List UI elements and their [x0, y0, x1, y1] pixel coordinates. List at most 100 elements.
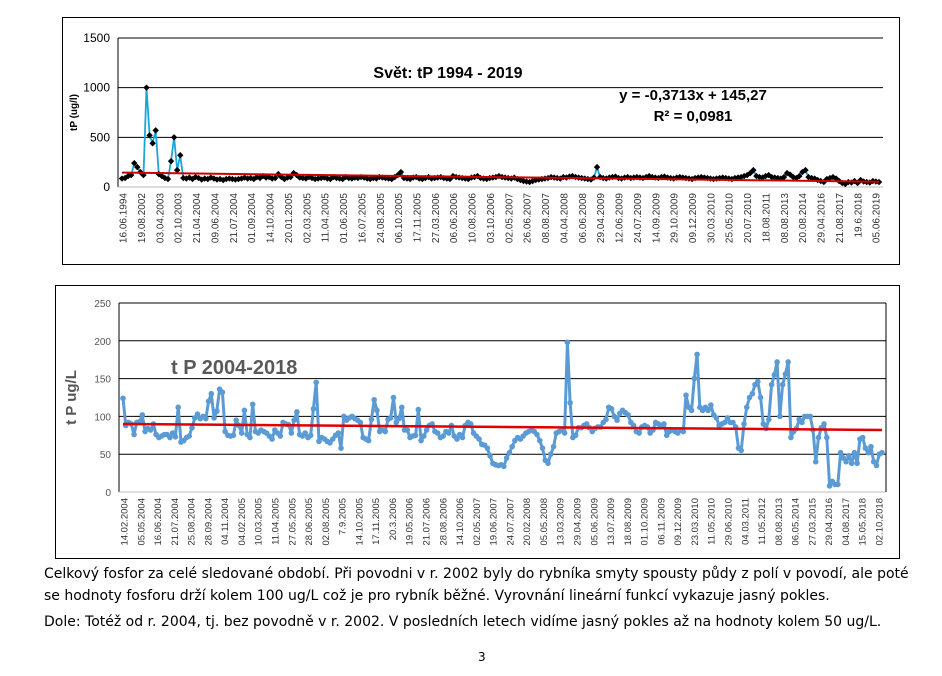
data-point	[848, 460, 855, 467]
x-tick-label: 02.03.2005	[302, 193, 313, 243]
x-tick-label: 09.06.2004	[210, 193, 221, 243]
x-tick-label: 17.11.2005	[412, 193, 423, 243]
chart2-svg: 0 50 100 150 200 250 14.02.2004 05.05.2004 16.06…	[63, 299, 887, 546]
data-point	[131, 159, 138, 167]
data-point	[708, 402, 714, 408]
data-point	[288, 430, 295, 436]
x-tick-label: 29.10.2009	[670, 193, 681, 243]
data-point	[454, 436, 460, 442]
data-point	[846, 452, 852, 459]
trendline	[122, 422, 883, 432]
data-point	[143, 84, 150, 91]
data-point	[155, 170, 162, 178]
data-point	[477, 174, 484, 182]
trendline-equation: y = -0,3713x + 145,27	[619, 87, 767, 104]
x-tick-label: 02.10.2003	[174, 193, 185, 243]
x-tick-label: 17.11.2005	[371, 498, 382, 545]
data-point	[799, 419, 805, 426]
data-point	[428, 175, 435, 182]
x-tick-label: 21.04.2004	[192, 193, 203, 243]
chart-title: Svět: tP 1994 - 2019	[373, 65, 522, 82]
y-tick-label: 500	[90, 130, 110, 144]
data-point	[256, 174, 264, 182]
x-tick-label: 14.10.2006	[455, 498, 466, 546]
x-tick-label: 24.07.2007	[505, 498, 516, 546]
x-tick-label: 21.07.2004	[170, 498, 181, 546]
data-point	[567, 399, 573, 406]
data-point	[807, 413, 814, 420]
data-point	[747, 169, 754, 177]
x-tick-label: 11.05.2012	[757, 498, 768, 545]
data-point	[310, 406, 317, 412]
data-point	[336, 175, 343, 182]
x-tick-label: 29.04.2009	[573, 498, 584, 546]
data-point	[249, 401, 256, 408]
data-point	[365, 437, 372, 444]
y-tick-label: 1500	[83, 31, 110, 45]
data-point	[757, 394, 764, 401]
data-point	[506, 449, 513, 456]
data-point	[517, 176, 524, 184]
data-point	[423, 427, 430, 433]
data-point	[705, 407, 711, 414]
data-point	[569, 172, 576, 180]
x-tick-label: 27.03.2006	[431, 193, 442, 243]
data-point	[750, 166, 757, 174]
data-point	[667, 174, 674, 182]
x-tick-label: 21.07.2006	[422, 498, 433, 546]
data-point	[768, 381, 775, 388]
trendline	[121, 171, 880, 183]
data-point	[802, 166, 809, 174]
data-point	[238, 430, 245, 436]
data-point	[701, 174, 708, 181]
data-point	[152, 127, 159, 134]
data-point	[175, 404, 181, 411]
data-point	[694, 351, 700, 358]
data-point	[826, 174, 834, 182]
x-tick-label: 05.05.2004	[136, 498, 147, 546]
data-point	[724, 415, 731, 421]
x-tick-label: 11.05.2010	[707, 498, 718, 545]
data-point	[487, 452, 493, 459]
y-axis-title: tP (ug/l)	[69, 94, 80, 131]
y-tick-label: 150	[94, 375, 111, 386]
x-tick-label: 08.08.2007	[541, 193, 552, 243]
data-point	[859, 434, 866, 441]
x-tick-label: 05.06.2009	[589, 498, 600, 546]
data-point	[484, 445, 491, 451]
data-point	[741, 421, 747, 427]
data-point	[180, 174, 187, 182]
x-tick-label: 02.05.2007	[472, 498, 483, 546]
data-point	[603, 416, 609, 423]
x-tick-label: 03.10.2006	[486, 193, 497, 243]
x-tick-label: 12.06.2009	[615, 193, 626, 243]
data-point	[873, 462, 880, 469]
data-point	[149, 140, 156, 147]
data-point	[713, 415, 720, 421]
data-point	[829, 173, 837, 181]
data-point	[808, 174, 815, 182]
x-tick-label: 03.04.2003	[155, 193, 166, 243]
data-point	[170, 134, 178, 141]
data-point	[680, 428, 687, 435]
data-point	[811, 175, 818, 182]
data-point	[158, 172, 166, 180]
data-point	[509, 443, 515, 450]
x-tick-label: 11.04.2005	[321, 193, 332, 243]
x-tick-label: 14.10.2004	[266, 193, 277, 243]
data-point	[824, 434, 830, 441]
x-tick-label: 29.04.2009	[596, 193, 607, 243]
data-point	[167, 434, 173, 441]
x-tick-label: 02.08.2005	[321, 498, 332, 546]
data-point	[682, 174, 690, 182]
data-point	[550, 443, 557, 450]
data-point	[164, 175, 172, 183]
data-point	[241, 407, 248, 414]
x-tick-label: 14.02.2004	[120, 498, 131, 546]
data-point	[630, 174, 638, 181]
data-point	[868, 443, 874, 450]
x-tick-label: 28.08.2006	[438, 498, 449, 546]
data-point	[799, 168, 806, 176]
data-point	[743, 404, 750, 411]
x-tick-label: 04.04.2008	[559, 193, 570, 243]
